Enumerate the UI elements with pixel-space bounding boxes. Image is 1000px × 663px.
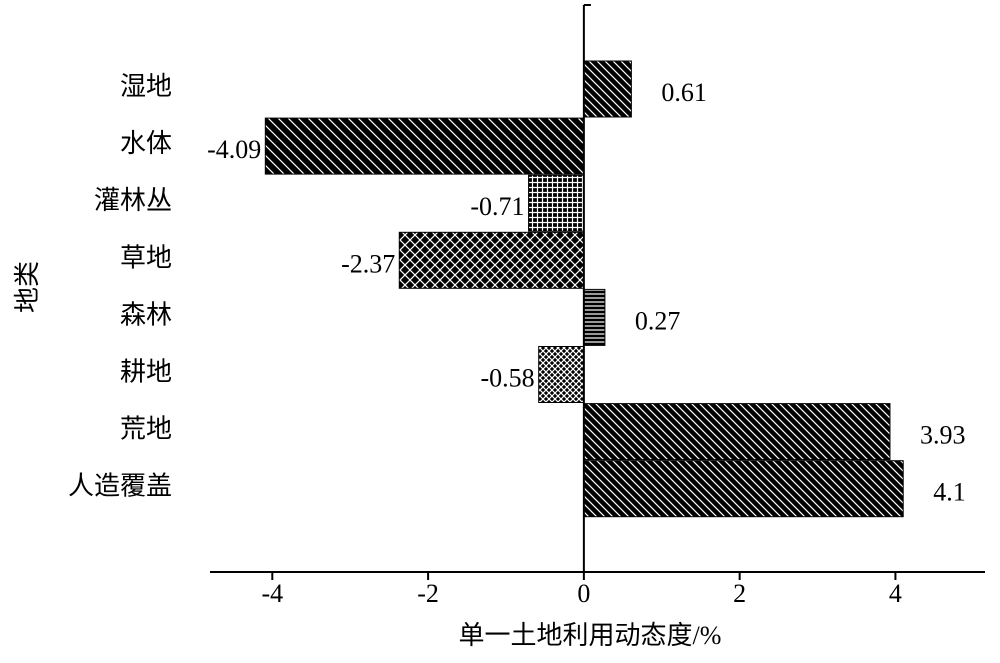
x-tick-label: 0 — [577, 579, 590, 608]
bar — [583, 288, 606, 346]
category-label: 水体 — [120, 129, 172, 158]
value-label: 0.61 — [661, 78, 707, 107]
value-label: 0.27 — [635, 306, 681, 335]
bar — [538, 346, 585, 403]
y-axis-label: 地类 — [13, 261, 42, 313]
category-label: 湿地 — [120, 72, 172, 101]
bar — [398, 231, 585, 289]
x-tick-label: 4 — [889, 579, 902, 608]
category-label: 草地 — [120, 243, 172, 272]
bar — [583, 60, 632, 118]
bar — [528, 174, 585, 232]
category-label: 森林 — [120, 300, 172, 329]
x-tick-label: 2 — [733, 579, 746, 608]
category-label: 耕地 — [120, 357, 172, 386]
value-label: -4.09 — [207, 135, 261, 164]
value-label: -0.58 — [481, 363, 535, 392]
bar — [264, 117, 585, 175]
x-tick-label: -2 — [417, 579, 439, 608]
value-label: 3.93 — [920, 421, 966, 450]
category-label: 人造覆盖 — [68, 472, 172, 501]
bar — [583, 460, 904, 518]
bar — [583, 403, 891, 461]
value-label: -0.71 — [470, 192, 524, 221]
category-label: 荒地 — [120, 415, 172, 444]
x-axis-label: 单一土地利用动态度/% — [459, 621, 722, 650]
category-label: 灌林丛 — [94, 186, 172, 215]
x-tick-label: -4 — [261, 579, 283, 608]
value-label: -2.37 — [341, 249, 395, 278]
value-label: 4.1 — [933, 478, 966, 507]
